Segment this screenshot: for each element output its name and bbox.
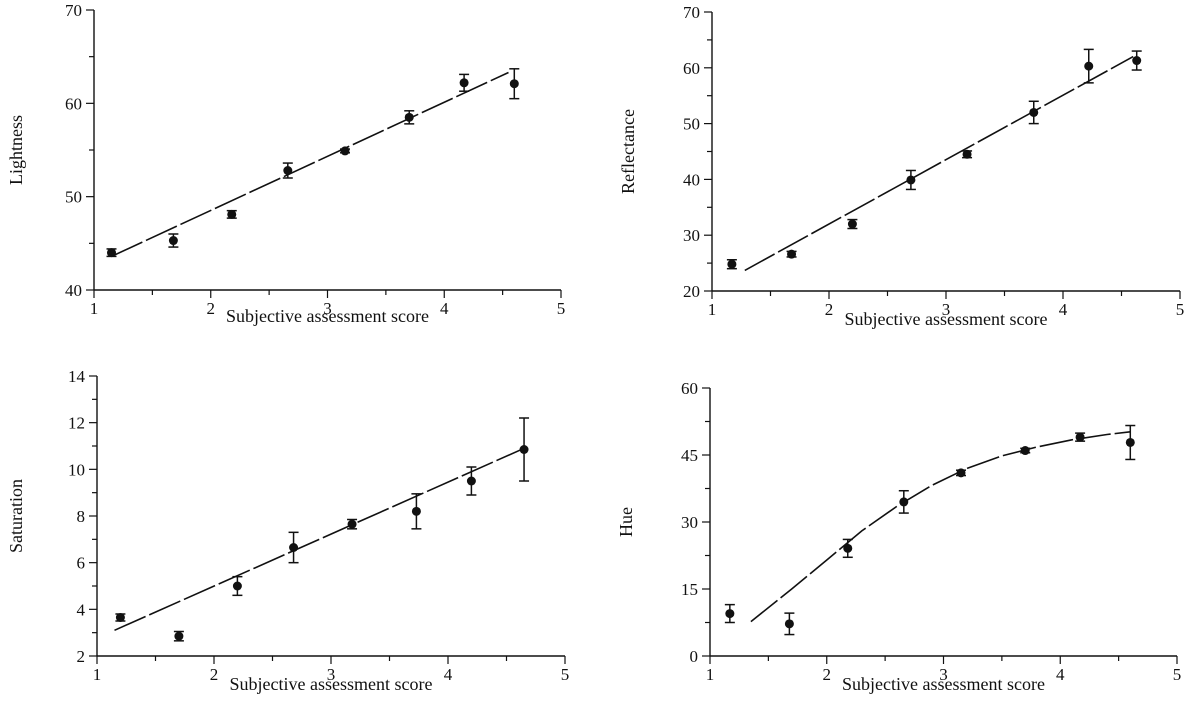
fit-line xyxy=(114,447,525,632)
fit-line xyxy=(750,431,1131,623)
data-point xyxy=(174,631,184,641)
data-point xyxy=(956,468,966,478)
data-point xyxy=(519,445,529,454)
lightness-panel: 1 2 3 4 5 40 50 60 70 Subjective assessment score… xyxy=(6,1,565,326)
x-tick-label: 5 xyxy=(557,299,566,318)
data-point xyxy=(411,506,421,516)
y-tick-label: 8 xyxy=(77,507,86,526)
x-tick-label: 4 xyxy=(444,665,453,684)
y-tick-label: 14 xyxy=(68,367,86,386)
data-point xyxy=(727,259,737,269)
x-tick-label: 2 xyxy=(823,665,832,684)
x-tick-label: 2 xyxy=(207,299,216,318)
x-axis-title: Subjective assessment score xyxy=(842,674,1045,694)
y-tick-label: 12 xyxy=(68,414,85,433)
y-tick-label: 60 xyxy=(681,379,698,398)
data-point xyxy=(289,543,299,552)
x-tick-label: 4 xyxy=(440,299,449,318)
x-tick-label: 3 xyxy=(939,665,948,684)
y-tick-label: 70 xyxy=(683,3,700,22)
x-tick-label: 5 xyxy=(1173,665,1182,684)
data-point xyxy=(1029,107,1039,117)
x-tick-label: 5 xyxy=(1176,300,1185,319)
data-point xyxy=(725,609,735,619)
x-axis-title: Subjective assessment score xyxy=(226,306,429,326)
data-point xyxy=(283,166,293,176)
x-tick-label: 2 xyxy=(210,665,219,684)
y-tick-label: 10 xyxy=(68,460,85,479)
x-tick-label: 2 xyxy=(825,300,834,319)
y-tick-label: 6 xyxy=(77,554,86,573)
y-tick-label: 0 xyxy=(690,647,699,666)
data-point xyxy=(227,209,237,219)
x-axis-title: Subjective assessment score xyxy=(845,309,1048,329)
x-axis-title: Subjective assessment score xyxy=(230,674,433,694)
data-point xyxy=(404,112,414,122)
y-tick-label: 15 xyxy=(681,580,698,599)
y-tick-label: 50 xyxy=(683,115,700,134)
y-tick-label: 30 xyxy=(683,226,700,245)
fit-line xyxy=(111,71,509,258)
x-tick-label: 3 xyxy=(942,300,951,319)
data-point xyxy=(347,519,357,529)
data-point xyxy=(115,613,125,622)
data-point xyxy=(1020,446,1030,456)
fit-line xyxy=(744,55,1134,272)
y-axis-title: Lightness xyxy=(6,115,26,185)
data-point xyxy=(1132,56,1142,66)
x-tick-label: 1 xyxy=(90,299,99,318)
data-point xyxy=(509,79,519,89)
data-point xyxy=(107,248,117,258)
y-axis-title: Saturation xyxy=(6,479,26,553)
x-tick-label: 5 xyxy=(561,665,570,684)
y-axis-title: Reflectance xyxy=(618,109,638,194)
y-axis-title: Hue xyxy=(616,507,636,537)
y-tick-label: 70 xyxy=(65,1,82,20)
x-tick-label: 4 xyxy=(1056,665,1065,684)
data-point xyxy=(843,543,853,553)
data-point xyxy=(899,497,909,507)
y-tick-label: 30 xyxy=(681,513,698,532)
data-point xyxy=(232,581,242,591)
data-point xyxy=(1125,437,1135,447)
data-point xyxy=(784,619,794,629)
x-tick-label: 3 xyxy=(323,299,332,318)
y-tick-label: 45 xyxy=(681,446,698,465)
y-tick-label: 60 xyxy=(683,59,700,78)
data-point xyxy=(466,476,476,486)
data-point xyxy=(906,175,916,185)
data-point xyxy=(787,249,797,259)
reflectance-panel: 1 2 3 4 5 20 30 40 50 60 70 Subjective assessment s… xyxy=(618,3,1184,329)
data-point xyxy=(1084,61,1094,71)
y-tick-label: 40 xyxy=(683,170,700,189)
data-point xyxy=(1075,432,1085,442)
x-tick-label: 1 xyxy=(93,665,102,684)
y-tick-label: 50 xyxy=(65,188,82,207)
x-tick-label: 4 xyxy=(1059,300,1068,319)
x-tick-label: 1 xyxy=(706,665,715,684)
y-tick-label: 40 xyxy=(65,281,82,300)
y-tick-label: 60 xyxy=(65,94,82,113)
data-point xyxy=(459,78,469,88)
y-tick-label: 4 xyxy=(77,600,86,619)
y-tick-label: 2 xyxy=(77,647,86,666)
data-point xyxy=(168,236,178,246)
data-point xyxy=(847,219,857,229)
y-tick-label: 20 xyxy=(683,282,700,301)
x-tick-label: 3 xyxy=(327,665,336,684)
x-tick-label: 1 xyxy=(708,300,717,319)
data-point xyxy=(340,146,350,156)
data-point xyxy=(962,149,972,159)
